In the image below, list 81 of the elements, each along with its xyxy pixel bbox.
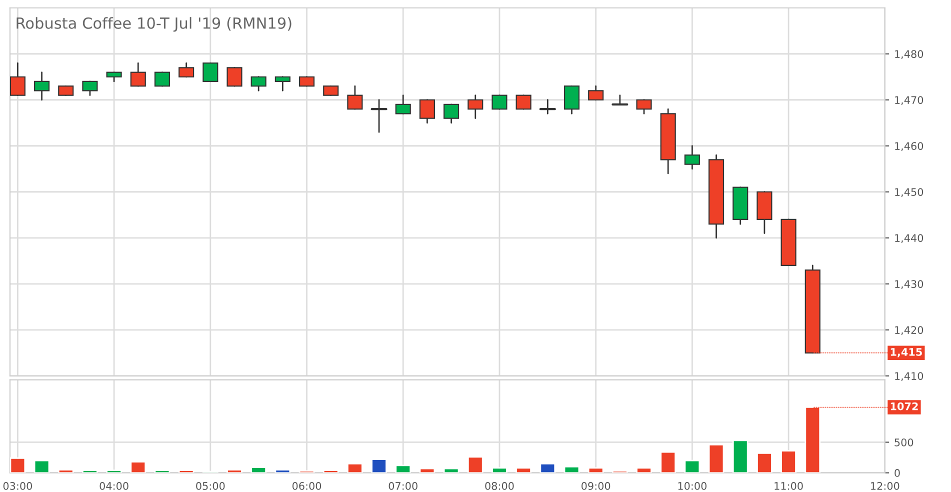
bar xyxy=(443,468,460,473)
bar xyxy=(82,470,98,473)
y-tick-label: 0 xyxy=(894,469,900,477)
candlestick xyxy=(370,99,388,133)
bar xyxy=(250,466,267,473)
candlestick xyxy=(636,99,652,114)
bar xyxy=(708,444,724,473)
candlestick xyxy=(250,76,266,92)
y-tick-label: 1,480 xyxy=(895,50,924,60)
bar xyxy=(347,462,363,473)
candlestick xyxy=(82,80,98,96)
bar xyxy=(106,470,122,473)
bar xyxy=(564,466,580,473)
bar xyxy=(732,440,748,473)
candlestick xyxy=(226,66,242,87)
candlestick xyxy=(492,94,508,110)
bar xyxy=(540,462,556,473)
bar xyxy=(756,452,772,473)
bar xyxy=(419,468,436,473)
bar xyxy=(10,457,26,473)
bar xyxy=(636,467,652,473)
x-tick-label: 12:00 xyxy=(871,482,900,490)
x-tick-label: 08:00 xyxy=(485,482,514,490)
candlestick xyxy=(106,72,122,82)
y-tick-label: 1,430 xyxy=(895,280,924,290)
x-tick-label: 07:00 xyxy=(388,482,418,490)
x-tick-label: 09:00 xyxy=(582,482,610,490)
candlestick xyxy=(202,62,218,82)
bar xyxy=(178,470,194,473)
candlestick xyxy=(274,76,290,92)
candlestick xyxy=(539,99,556,114)
candlestick xyxy=(468,94,484,119)
bar xyxy=(660,451,676,473)
bar xyxy=(492,467,508,473)
x-tick-label: 06:00 xyxy=(292,482,322,490)
x-tick-label: 11:00 xyxy=(774,482,803,490)
y-tick-label: 1,410 xyxy=(895,372,924,382)
candlestick xyxy=(419,99,435,124)
bar xyxy=(467,456,484,473)
bar xyxy=(274,469,291,473)
candlestick xyxy=(588,85,604,101)
candlestick xyxy=(58,85,74,96)
bar xyxy=(130,461,146,473)
x-tick-label: 03:00 xyxy=(3,482,32,490)
bar xyxy=(780,450,796,473)
annotation: 1,415 xyxy=(890,348,922,358)
x-tick-label: 04:00 xyxy=(100,482,128,490)
bar xyxy=(154,470,170,473)
candlestick xyxy=(516,94,532,110)
candlestick xyxy=(323,85,339,96)
y-tick-label: 1,420 xyxy=(895,326,924,336)
candlestick xyxy=(298,76,315,87)
candlestick xyxy=(395,94,411,114)
candlestick xyxy=(34,72,50,101)
candlestick xyxy=(444,104,460,124)
candlestick xyxy=(178,62,194,78)
bar xyxy=(322,470,339,473)
x-tick-label: 10:00 xyxy=(678,482,707,490)
candlestick xyxy=(612,94,628,106)
candlestick xyxy=(10,62,26,96)
y-tick-label: 1,450 xyxy=(895,188,924,198)
bar xyxy=(684,460,700,473)
bar xyxy=(58,469,74,473)
candlestick xyxy=(347,85,363,110)
annotation: 1072 xyxy=(890,402,918,410)
text: Robusta Coffee 10-T Jul '19 (RMN19) xyxy=(16,17,292,32)
candlestick xyxy=(564,85,580,114)
candlestick xyxy=(154,72,170,87)
bar xyxy=(34,460,50,473)
y-tick-label: 1,460 xyxy=(895,142,924,152)
bar xyxy=(226,469,242,473)
candlestick xyxy=(684,145,700,170)
bar xyxy=(371,458,387,473)
candlestick xyxy=(130,62,146,87)
y-tick-label: 1,470 xyxy=(895,96,924,106)
bar xyxy=(588,467,604,473)
y-tick-label: 1,440 xyxy=(895,234,924,244)
bar xyxy=(516,467,532,473)
bar xyxy=(395,464,412,473)
x-tick-label: 05:00 xyxy=(196,482,225,490)
y-tick-label: 500 xyxy=(894,438,914,446)
